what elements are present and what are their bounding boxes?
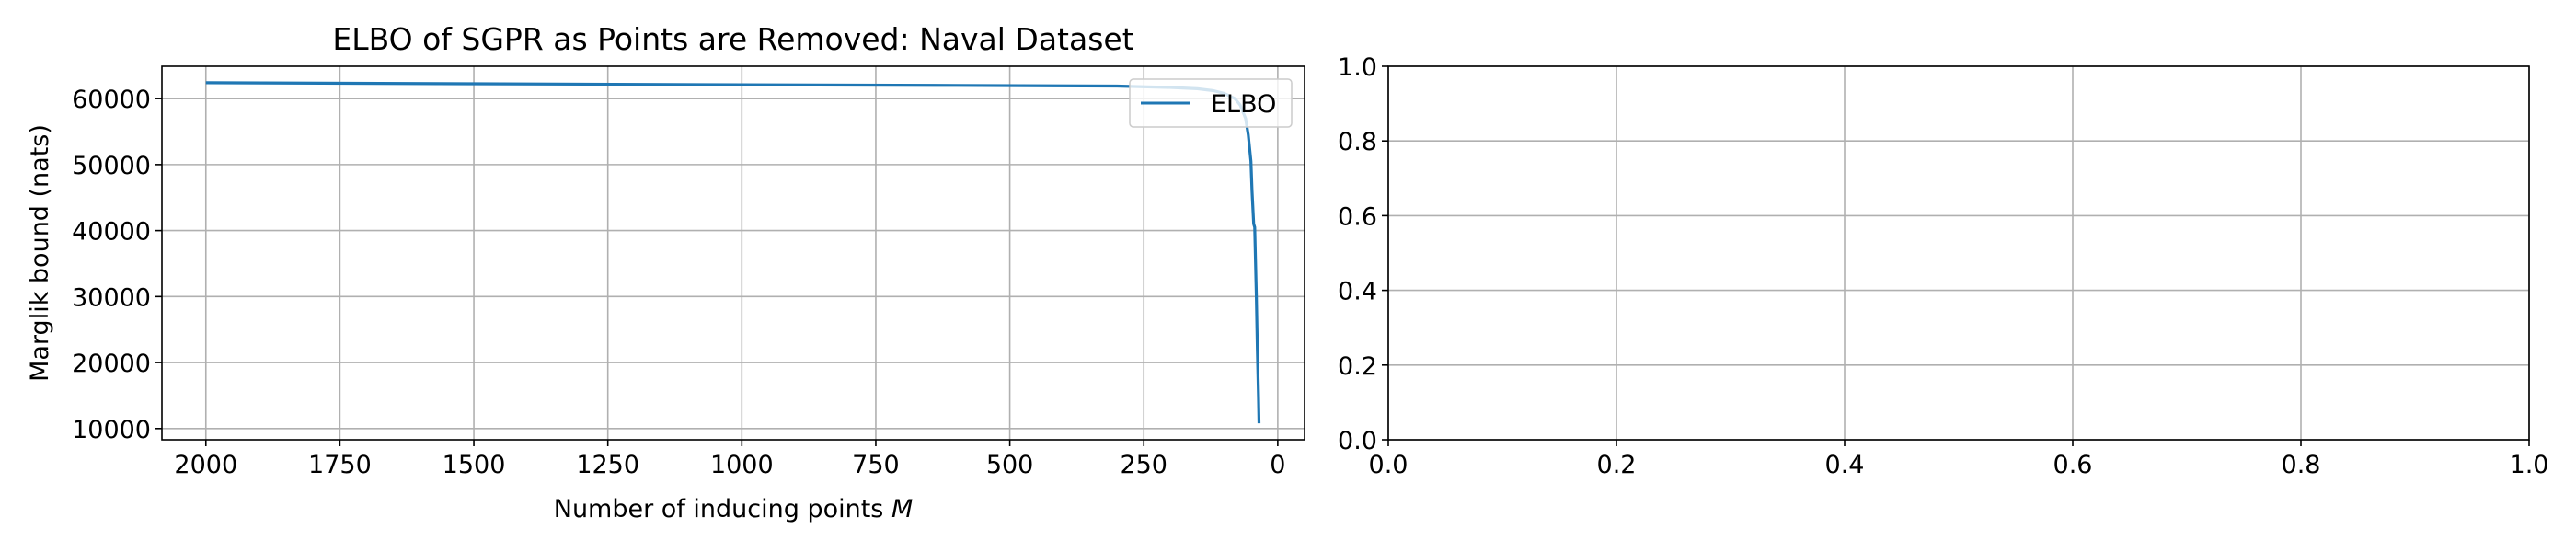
- left-x-tick-label: 1750: [308, 451, 372, 479]
- left-x-tick-label: 250: [1120, 451, 1167, 479]
- right-subplot: 0.0 0.2 0.4 0.6 0.8 1.0 0.0 0.2 0.4 0.6 0.8 1.0: [1338, 53, 2548, 479]
- right-x-tick-label: 1.0: [2510, 451, 2549, 479]
- left-subplot: 2000 1750 1500 1250 1000 750 500 250 0 10000 20000…: [26, 21, 1305, 523]
- right-ticks: 0.0 0.2 0.4 0.6 0.8 1.0 0.0 0.2 0.4 0.6 0.8 1.0: [1338, 53, 2548, 479]
- right-x-tick-label: 0.2: [1597, 451, 1637, 479]
- left-grid: [162, 66, 1305, 440]
- right-x-tick-label: 0.8: [2282, 451, 2321, 479]
- right-y-tick-label: 0.6: [1338, 202, 1377, 231]
- legend-box: [1129, 78, 1293, 128]
- left-y-tick-label: 30000: [72, 283, 151, 312]
- right-y-tick-label: 1.0: [1338, 53, 1377, 82]
- right-y-tick-label: 0.2: [1338, 352, 1377, 381]
- left-y-tick-label: 10000: [72, 416, 151, 444]
- left-x-tick-label: 1000: [710, 451, 774, 479]
- right-axes-frame: [1387, 65, 2530, 441]
- right-y-tick-label: 0.8: [1338, 128, 1377, 156]
- left-y-tick-label: 40000: [72, 218, 151, 247]
- left-y-tick-label: 20000: [72, 350, 151, 378]
- left-x-tick-label: 1500: [443, 451, 506, 479]
- left-y-axis-label: Marglik bound (nats): [26, 124, 54, 382]
- left-chart-title: ELBO of SGPR as Points are Removed: Nava…: [332, 21, 1133, 57]
- left-x-tick-label: 0: [1270, 451, 1285, 479]
- right-x-tick-label: 0.4: [1825, 451, 1865, 479]
- left-x-tick-label: 1250: [576, 451, 639, 479]
- left-axes-frame: [161, 65, 1305, 441]
- left-plot-area: [162, 66, 1305, 440]
- right-x-tick-label: 0.0: [1369, 451, 1409, 479]
- left-x-tick-label: 2000: [174, 451, 237, 479]
- left-x-axis-label-text: Number of inducing points: [554, 495, 891, 523]
- left-legend: ELBO: [1129, 78, 1293, 128]
- left-x-tick-label: 750: [852, 451, 900, 479]
- left-x-axis-label: Number of inducing points M: [554, 495, 914, 523]
- left-x-tick-label: 500: [986, 451, 1034, 479]
- right-y-tick-label: 0.0: [1338, 427, 1377, 455]
- left-y-tick-label: 50000: [72, 152, 151, 180]
- right-y-tick-label: 0.4: [1338, 278, 1377, 306]
- left-ticks: 2000 1750 1500 1250 1000 750 500 250 0 10000 20000…: [72, 86, 1285, 479]
- right-x-tick-label: 0.6: [2053, 451, 2093, 479]
- left-x-axis-label-variable: M: [891, 495, 913, 523]
- legend-label-elbo: ELBO: [1211, 90, 1276, 119]
- right-plot-area: [1388, 66, 2529, 440]
- left-y-tick-label: 60000: [72, 86, 151, 114]
